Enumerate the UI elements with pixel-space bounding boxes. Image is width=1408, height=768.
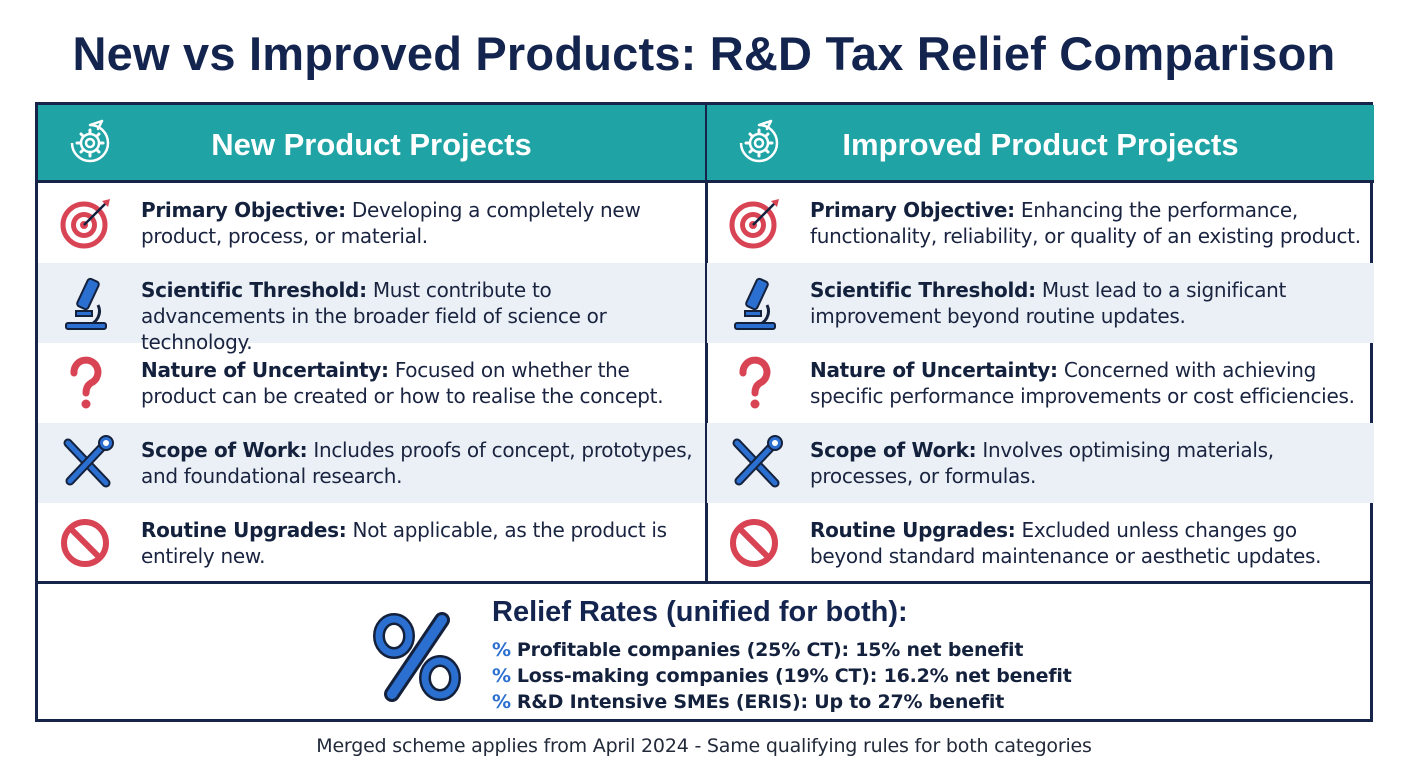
column-heading: Improved Product Projects [842, 127, 1239, 162]
target-icon [60, 199, 110, 249]
percent-bullet-icon: % [492, 665, 511, 687]
prohibited-icon [61, 519, 109, 567]
relief-item-text: R&D Intensive SMEs (ERIS): Up to 27% ben… [516, 691, 1005, 713]
row-routine-upgrades: Routine Upgrades: Not applicable, as the… [38, 503, 705, 583]
relief-title: Relief Rates (unified for both): [492, 596, 908, 628]
improved-product-column: Improved Product Projects Primary Object… [707, 105, 1374, 584]
percent-icon [373, 612, 461, 702]
gear-cycle-icon [70, 119, 110, 163]
row-nature-of-uncertainty: Nature of Uncertainty: Concerned with ac… [707, 343, 1374, 423]
row-scope-of-work: Scope of Work: Includes proofs of concep… [38, 423, 705, 503]
row-label: Routine Upgrades: [810, 518, 1016, 542]
row-label: Scientific Threshold: [141, 278, 367, 302]
tools-icon [63, 435, 114, 488]
row-description: Concerned with achieving specific perfor… [810, 358, 1355, 408]
row-description: Not applicable, as the product is entire… [141, 518, 667, 568]
row-description: Involves optimising materials, processes… [810, 438, 1274, 488]
row-description: Must contribute to advancements in the b… [141, 278, 607, 354]
row-primary-objective: Primary Objective: Developing a complete… [38, 183, 705, 263]
percent-bullet-icon: % [492, 691, 511, 713]
microscope-icon [734, 277, 776, 330]
row-text: Primary Objective: Developing a complete… [141, 197, 697, 249]
column-header: Improved Product Projects [707, 105, 1374, 183]
row-routine-upgrades: Routine Upgrades: Excluded unless change… [707, 503, 1374, 583]
column-header: New Product Projects [38, 105, 705, 183]
row-label: Primary Objective: [810, 198, 1015, 222]
row-scientific-threshold: Scientific Threshold: Must lead to a sig… [707, 263, 1374, 343]
row-description: Enhancing the performance, functionality… [810, 198, 1361, 248]
comparison-table: New Product Projects Primary Objective: … [35, 102, 1374, 722]
row-label: Primary Objective: [141, 198, 346, 222]
relief-item-text: Profitable companies (25% CT): 15% net b… [516, 639, 1024, 661]
tools-icon [732, 435, 783, 488]
question-icon [739, 356, 771, 409]
row-text: Scope of Work: Includes proofs of concep… [141, 437, 697, 489]
row-description: Focused on whether the product can be cr… [141, 358, 664, 408]
row-text: Scope of Work: Involves optimising mater… [810, 437, 1366, 489]
row-text: Routine Upgrades: Excluded unless change… [810, 517, 1366, 569]
relief-item: % Loss-making companies (19% CT): 16.2% n… [492, 665, 1072, 687]
row-text: Scientific Threshold: Must contribute to… [141, 277, 697, 355]
column-heading: New Product Projects [211, 127, 532, 162]
row-text: Nature of Uncertainty: Concerned with ac… [810, 357, 1366, 409]
row-label: Routine Upgrades: [141, 518, 347, 542]
row-label: Nature of Uncertainty: [810, 358, 1058, 382]
row-text: Scientific Threshold: Must lead to a sig… [810, 277, 1366, 329]
column-divider [705, 105, 708, 584]
row-scientific-threshold: Scientific Threshold: Must contribute to… [38, 263, 705, 354]
row-text: Nature of Uncertainty: Focused on whethe… [141, 357, 697, 409]
prohibited-icon [730, 519, 778, 567]
row-text: Routine Upgrades: Not applicable, as the… [141, 517, 697, 569]
row-scope-of-work: Scope of Work: Involves optimising mater… [707, 423, 1374, 503]
row-description: Excluded unless changes go beyond standa… [810, 518, 1322, 568]
row-nature-of-uncertainty: Nature of Uncertainty: Focused on whethe… [38, 343, 705, 423]
page-title: New vs Improved Products: R&D Tax Relief… [72, 27, 1336, 80]
relief-item: % R&D Intensive SMEs (ERIS): Up to 27% be… [492, 691, 1004, 713]
row-description: Must lead to a significant improvement b… [810, 278, 1287, 328]
row-label: Nature of Uncertainty: [141, 358, 389, 382]
footer-note: Merged scheme applies from April 2024 - … [316, 735, 1092, 757]
row-primary-objective: Primary Objective: Enhancing the perform… [707, 183, 1374, 263]
row-description: Includes proofs of concept, prototypes, … [141, 438, 693, 488]
relief-item: % Profitable companies (25% CT): 15% net … [492, 639, 1023, 661]
relief-item-text: Loss-making companies (19% CT): 16.2% ne… [516, 665, 1072, 687]
relief-rates-section: Relief Rates (unified for both): % Profit… [38, 584, 1370, 719]
row-label: Scientific Threshold: [810, 278, 1036, 302]
row-description: Developing a completely new product, pro… [141, 198, 641, 248]
microscope-icon [65, 277, 107, 330]
row-label: Scope of Work: [141, 438, 308, 462]
row-text: Primary Objective: Enhancing the perform… [810, 197, 1366, 249]
gear-cycle-icon [739, 119, 779, 163]
section-divider [38, 581, 1370, 584]
target-icon [729, 199, 779, 249]
new-product-column: New Product Projects Primary Objective: … [38, 105, 705, 584]
row-label: Scope of Work: [810, 438, 977, 462]
percent-bullet-icon: % [492, 639, 511, 661]
question-icon [70, 356, 102, 409]
